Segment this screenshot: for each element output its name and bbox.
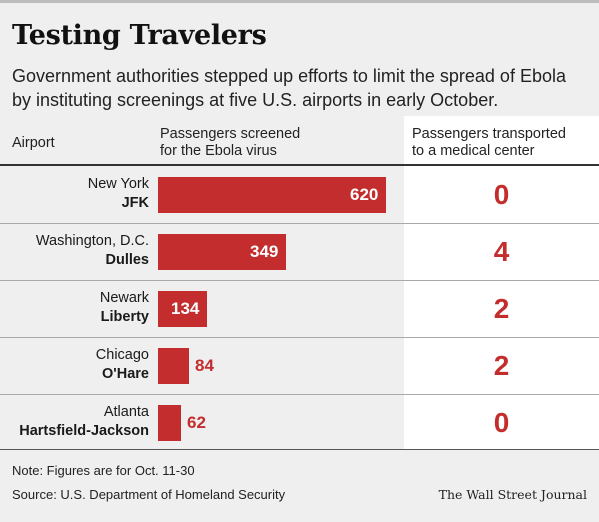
column-header-airport: Airport: [12, 135, 55, 151]
bar-value-label: 349: [250, 241, 279, 261]
bar-passengers-screened: [158, 176, 386, 213]
row-divider: [0, 223, 599, 224]
airport-name: JFK: [121, 194, 149, 211]
transported-value: 2: [493, 292, 510, 324]
column-header-passengers-screened: Passengers screened for the Ebola virus: [160, 126, 400, 160]
row-divider: [0, 394, 599, 395]
transported-value: 2: [493, 349, 510, 381]
airport-name: O'Hare: [102, 365, 149, 382]
transported-value: 0: [493, 178, 510, 210]
bar-passengers-screened: [158, 233, 286, 270]
city-name: New York: [87, 175, 149, 192]
city-name: Chicago: [95, 346, 149, 363]
column-header-passengers-transported: Passengers transported to a medical cent…: [412, 126, 592, 160]
column-header-transported-line2: to a medical center: [412, 143, 535, 159]
column-header-transported-line1: Passengers transported: [412, 126, 566, 142]
bar-passengers-screened: [158, 290, 207, 327]
header-rule: [0, 164, 599, 166]
row-airport-label: Washington, D.C. Dulles: [36, 232, 149, 270]
bar-passengers-screened: [158, 404, 181, 441]
city-name: Newark: [99, 289, 149, 306]
row-divider: [0, 280, 599, 281]
transported-column-panel: [404, 116, 599, 449]
bar-value-label: 134: [171, 298, 200, 318]
airport-name: Liberty: [100, 308, 149, 325]
city-name: Washington, D.C.: [35, 232, 149, 249]
row-divider: [0, 337, 599, 338]
column-header-passengers-line2: for the Ebola virus: [160, 143, 277, 159]
chart-subtitle: Government authorities stepped up effort…: [12, 66, 566, 110]
row-airport-label: Chicago O'Hare: [96, 346, 149, 384]
row-airport-label: Atlanta Hartsfield-Jackson: [19, 403, 149, 441]
bar-passengers-screened: [158, 347, 189, 384]
transported-value: 0: [493, 406, 510, 438]
city-name: Atlanta: [103, 403, 149, 420]
airport-name: Hartsfield-Jackson: [19, 422, 149, 439]
column-header-passengers-line1: Passengers screened: [160, 126, 301, 142]
publisher-credit: The Wall Street Journal: [438, 487, 587, 502]
footnote: Note: Figures are for Oct. 11-30: [12, 463, 195, 478]
bottom-rule: [0, 449, 599, 450]
chart-title: Testing Travelers: [12, 20, 267, 51]
transported-value: 4: [493, 235, 510, 267]
bar-value-label: 620: [350, 184, 379, 204]
row-airport-label: New York JFK: [88, 175, 149, 213]
row-airport-label: Newark Liberty: [100, 289, 149, 327]
airport-name: Dulles: [105, 251, 149, 268]
bar-value-label: 84: [195, 355, 214, 375]
source-line: Source: U.S. Department of Homeland Secu…: [12, 487, 286, 502]
bar-value-label: 62: [187, 412, 206, 432]
top-rule: [0, 0, 599, 3]
